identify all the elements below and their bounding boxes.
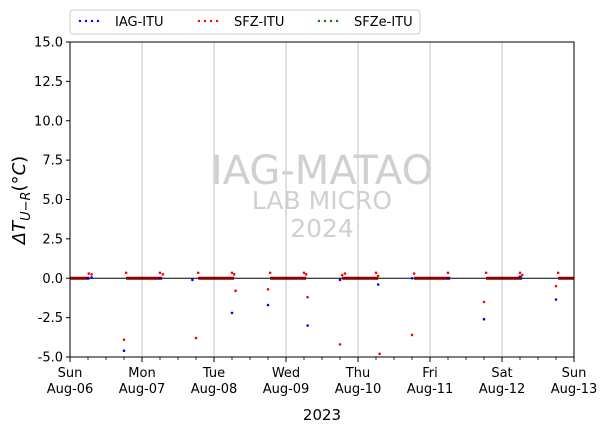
data-point-iag-itu [554,298,558,301]
data-point-iag-itu [338,278,342,282]
x-tick-label-date: Aug-06 [47,382,94,397]
data-point-sfz-itu [518,271,522,275]
data-point-iag-itu [306,324,309,327]
data-point-sfz-itu [232,273,236,276]
x-axis-title: 2023 [303,406,341,424]
y-tick-label: 5.0 [42,193,63,208]
legend-label-iag-itu: IAG-ITU [115,15,164,30]
data-point-sfz-itu [412,272,416,275]
data-point-iag-itu [90,276,93,279]
data-point-sfz-itu [302,271,306,275]
data-point-sfz-itu [304,273,308,276]
data-point-sfz-itu [87,272,91,275]
data-point-sfz-itu [161,273,165,276]
data-point-sfz-itu [122,338,126,341]
x-tick-label-day: Tue [202,366,225,381]
data-points [86,271,560,356]
x-tick-label-date: Aug-09 [263,382,310,397]
data-point-sfz-itu [268,271,272,275]
data-point-sfz-itu [484,271,488,275]
data-point-iag-itu [86,276,90,280]
x-tick-label-date: Aug-11 [407,382,454,397]
legend-label-sfze-itu: SFZe-ITU [354,15,413,30]
y-tick-label: -5.0 [38,351,63,366]
data-point-sfz-itu [124,271,128,275]
data-point-sfz-itu [158,271,162,275]
y-axis-title: ΔTU−R(°C) [9,156,34,246]
y-tick-label: -2.5 [38,311,63,326]
data-point-sfz-itu [194,336,198,340]
x-tick-label-day: Sat [491,366,512,381]
plot-area: IAG-MATAO LAB MICRO 2024 [69,41,575,358]
y-tick-label: 7.5 [42,154,63,169]
x-tick-label-day: Wed [272,366,300,381]
data-point-sfz-itu [520,273,524,277]
x-axis: SunAug-06MonAug-07TueAug-08WedAug-09ThuA… [47,357,598,397]
data-point-iag-itu [230,311,234,315]
data-point-sfz-itu [266,287,270,291]
data-point-sfz-itu [554,284,558,288]
data-point-sfz-itu [374,271,378,275]
y-axis: -5.0 -2.5 0.0 2.5 5.0 7.5 10.0 12.5 15.0 [34,36,70,366]
data-point-iag-itu [266,303,270,307]
data-point-sfz-itu [376,274,380,278]
data-point-iag-itu [376,283,380,286]
data-point-sfz-itu [378,352,381,356]
data-point-iag-itu [518,275,522,278]
watermark-line-1: IAG-MATAO [211,148,433,194]
plot-background [70,42,574,357]
data-point-iag-itu [446,276,450,280]
data-point-iag-itu [482,317,486,321]
x-tick-label-day: Thu [345,366,370,381]
legend-box [69,9,421,35]
legend-item-sfz-itu: SFZ-ITU [197,15,284,30]
x-tick-label-date: Aug-12 [479,382,526,397]
data-point-sfz-itu [90,273,93,276]
y-tick-label: 15.0 [34,36,63,51]
data-point-iag-itu [122,349,126,353]
watermark-line-2: LAB MICRO [252,186,392,215]
legend-item-sfze-itu: SFZe-ITU [317,15,413,30]
data-point-sfz-itu [306,295,309,299]
data-point-iag-itu [158,276,162,280]
x-tick-label-day: Mon [128,366,155,381]
data-point-sfz-itu [338,343,342,346]
x-tick-label-date: Aug-08 [191,382,238,397]
y-tick-label: 2.5 [42,232,63,247]
data-point-sfz-itu [234,289,237,293]
legend: IAG-ITU SFZ-ITU SFZe-ITU [69,9,421,35]
x-tick-label-date: Aug-13 [551,382,598,397]
data-point-sfz-itu [230,271,234,275]
data-point-iag-itu [191,278,194,282]
x-tick-label-date: Aug-07 [119,382,166,397]
x-tick-label-day: Sun [58,366,83,381]
x-tick-label-day: Fri [422,366,438,381]
grid-lines [141,42,503,357]
data-point-sfz-itu [556,271,560,275]
y-tick-label: 12.5 [34,75,63,90]
x-tick-label-day: Sun [562,366,587,381]
data-point-sfz-itu [410,333,414,337]
legend-label-sfz-itu: SFZ-ITU [234,15,284,30]
y-tick-label: 0.0 [42,272,63,287]
watermark: IAG-MATAO LAB MICRO 2024 [211,148,433,243]
data-point-sfz-itu [340,273,344,277]
watermark-line-3: 2024 [290,214,354,243]
data-point-sfz-itu [343,272,347,275]
data-point-sfz-itu [482,300,486,304]
data-point-sfz-itu [196,271,200,275]
x-tick-label-date: Aug-10 [335,382,382,397]
y-tick-label: 10.0 [34,114,63,129]
data-point-iag-itu [410,276,414,280]
data-point-sfz-itu [446,271,450,275]
legend-item-iag-itu: IAG-ITU [78,15,164,30]
